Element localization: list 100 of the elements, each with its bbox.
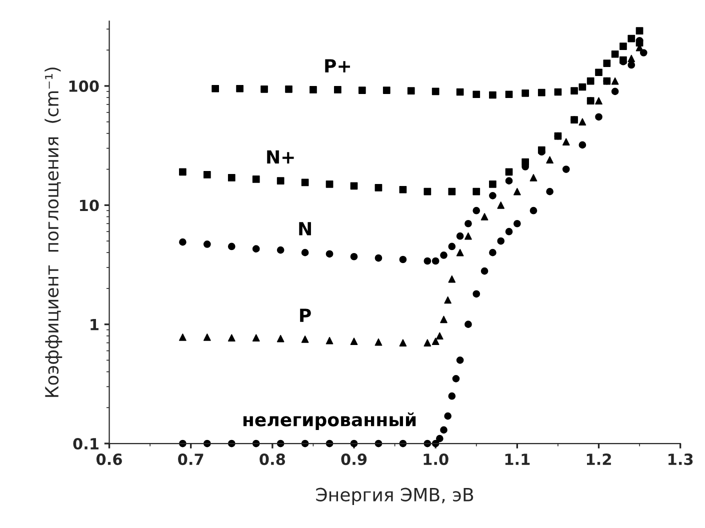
point bbox=[432, 338, 440, 346]
point bbox=[310, 86, 317, 94]
point bbox=[464, 232, 472, 240]
point bbox=[424, 339, 432, 346]
point bbox=[578, 141, 586, 149]
point bbox=[595, 68, 602, 76]
point bbox=[440, 316, 448, 324]
point bbox=[472, 206, 480, 214]
point bbox=[399, 256, 407, 264]
point bbox=[440, 252, 448, 259]
point bbox=[228, 334, 236, 342]
x-axis-title: Энергия ЭМВ, эВ bbox=[316, 488, 474, 505]
point bbox=[374, 184, 382, 192]
point bbox=[228, 242, 236, 250]
point bbox=[260, 85, 268, 93]
point bbox=[480, 213, 488, 220]
point bbox=[424, 188, 432, 196]
point bbox=[436, 434, 444, 442]
point bbox=[236, 84, 244, 92]
point bbox=[374, 254, 382, 262]
y-tick-label: 1 bbox=[90, 319, 98, 330]
series-label: N bbox=[299, 222, 311, 236]
point bbox=[611, 77, 619, 85]
point bbox=[628, 61, 636, 69]
point bbox=[603, 60, 611, 67]
point bbox=[489, 180, 496, 188]
point bbox=[326, 336, 334, 344]
point bbox=[436, 332, 444, 340]
point bbox=[424, 257, 432, 265]
point bbox=[326, 180, 334, 188]
point bbox=[628, 34, 636, 42]
point bbox=[399, 339, 407, 346]
point bbox=[530, 206, 538, 214]
point bbox=[448, 188, 456, 196]
point bbox=[538, 88, 546, 96]
point bbox=[513, 220, 521, 228]
series-label: P bbox=[300, 308, 311, 322]
point bbox=[505, 168, 513, 176]
point bbox=[464, 320, 472, 328]
point bbox=[301, 178, 309, 186]
point bbox=[432, 88, 440, 96]
point bbox=[358, 86, 366, 94]
series-label: N+ bbox=[267, 150, 294, 164]
point bbox=[578, 83, 586, 91]
point bbox=[326, 250, 334, 258]
point bbox=[399, 186, 407, 194]
point bbox=[448, 275, 456, 283]
point bbox=[285, 85, 292, 93]
point bbox=[212, 84, 220, 92]
point bbox=[628, 54, 636, 62]
point bbox=[489, 248, 496, 256]
point bbox=[452, 375, 460, 382]
point bbox=[464, 220, 472, 228]
point bbox=[350, 252, 358, 260]
point bbox=[448, 392, 456, 400]
x-tick-label: 0.8 bbox=[260, 454, 286, 466]
point bbox=[472, 290, 480, 298]
point bbox=[179, 238, 186, 246]
point bbox=[444, 296, 452, 304]
y-axis-title: Коэффициент поглощения (cm⁻¹) bbox=[44, 68, 62, 397]
point bbox=[432, 257, 440, 265]
point bbox=[456, 248, 464, 256]
point bbox=[276, 334, 284, 342]
point bbox=[374, 338, 382, 346]
y-tick-label: 0.1 bbox=[73, 438, 99, 450]
point bbox=[530, 174, 538, 182]
point bbox=[489, 192, 496, 200]
x-tick-label: 1.2 bbox=[586, 454, 611, 465]
point bbox=[505, 228, 513, 236]
point bbox=[578, 118, 586, 126]
point bbox=[276, 177, 284, 184]
point bbox=[640, 49, 648, 56]
point bbox=[562, 166, 570, 173]
point bbox=[497, 237, 505, 245]
point bbox=[179, 334, 186, 341]
point bbox=[570, 87, 578, 95]
point bbox=[301, 248, 309, 256]
point bbox=[276, 246, 284, 254]
point bbox=[252, 176, 260, 183]
point bbox=[620, 42, 627, 50]
point bbox=[522, 89, 530, 97]
series-label: нелегированный bbox=[243, 412, 416, 430]
point bbox=[444, 412, 452, 420]
x-tick-label: 1.3 bbox=[668, 454, 693, 466]
point bbox=[301, 336, 309, 343]
x-tick-label: 0.9 bbox=[341, 454, 367, 466]
point bbox=[448, 242, 456, 250]
point bbox=[497, 201, 505, 209]
point bbox=[179, 168, 186, 176]
point bbox=[570, 116, 578, 124]
point bbox=[203, 171, 211, 178]
point bbox=[595, 113, 602, 121]
point bbox=[611, 50, 619, 58]
point bbox=[350, 338, 358, 346]
point bbox=[505, 90, 513, 98]
point bbox=[636, 27, 644, 35]
series-label: P+ bbox=[325, 59, 350, 72]
x-tick-label: 1.1 bbox=[505, 454, 530, 465]
point bbox=[407, 87, 415, 95]
point bbox=[472, 90, 480, 98]
